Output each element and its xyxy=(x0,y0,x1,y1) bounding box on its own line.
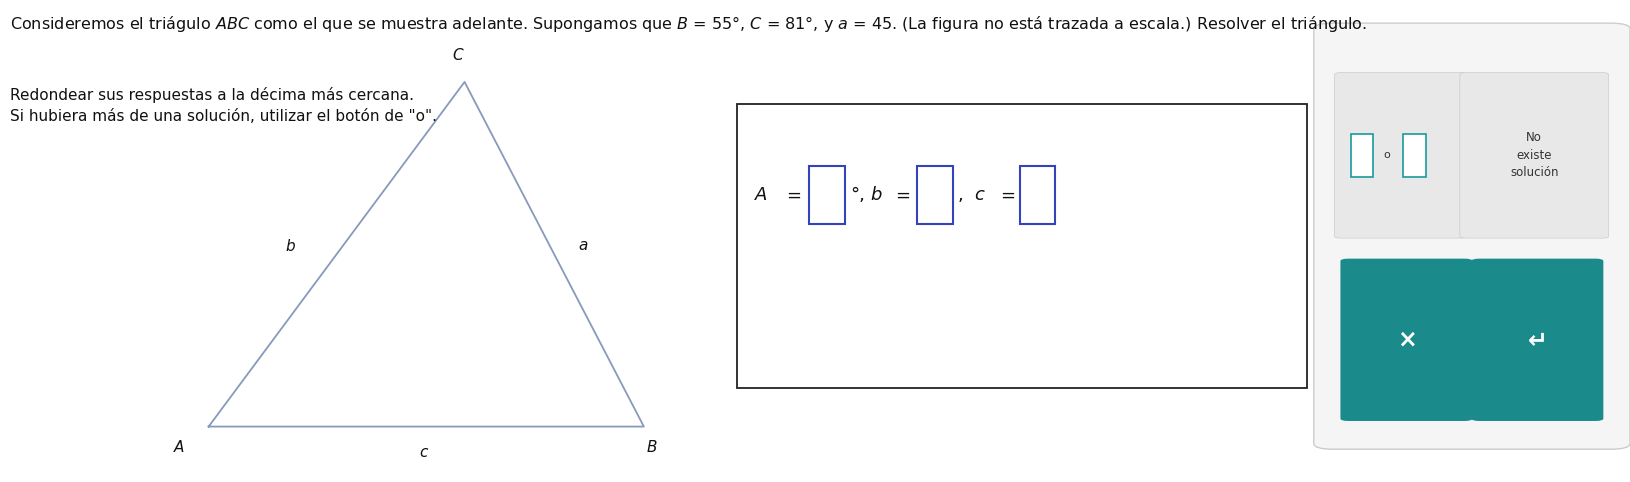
Text: ↵: ↵ xyxy=(1527,328,1547,352)
Text: Consideremos el triágulo $\mathit{ABC}$ como el que se muestra adelante. Suponga: Consideremos el triágulo $\mathit{ABC}$ … xyxy=(10,14,1368,34)
Text: Redondear sus respuestas a la décima más cercana.
Si hubiera más de una solución: Redondear sus respuestas a la décima más… xyxy=(10,87,437,124)
FancyBboxPatch shape xyxy=(810,166,846,224)
Text: o: o xyxy=(1384,150,1390,161)
Text: $=$: $=$ xyxy=(998,186,1015,203)
Text: $A$: $A$ xyxy=(173,439,186,455)
FancyBboxPatch shape xyxy=(1351,134,1374,177)
Text: $c$: $c$ xyxy=(975,186,986,203)
Text: $C$: $C$ xyxy=(452,47,465,63)
Text: $=$: $=$ xyxy=(784,186,802,203)
Text: $b$: $b$ xyxy=(285,238,295,254)
Text: $A$: $A$ xyxy=(753,186,768,203)
FancyBboxPatch shape xyxy=(1472,259,1604,421)
Text: solución: solución xyxy=(1509,166,1558,179)
FancyBboxPatch shape xyxy=(1020,166,1056,224)
Text: $B$: $B$ xyxy=(645,439,659,455)
Text: No: No xyxy=(1526,132,1542,145)
FancyBboxPatch shape xyxy=(1403,134,1426,177)
Text: existe: existe xyxy=(1516,149,1552,162)
Text: °,: °, xyxy=(851,186,866,203)
Text: ×: × xyxy=(1397,328,1416,352)
FancyBboxPatch shape xyxy=(1460,73,1609,238)
Text: $a$: $a$ xyxy=(579,238,588,254)
Text: $=$: $=$ xyxy=(893,186,911,203)
Text: $b$: $b$ xyxy=(870,186,882,203)
FancyBboxPatch shape xyxy=(1335,73,1467,238)
Text: ,: , xyxy=(958,186,963,203)
FancyBboxPatch shape xyxy=(1340,259,1472,421)
FancyBboxPatch shape xyxy=(918,166,954,224)
Text: $c$: $c$ xyxy=(419,444,429,460)
FancyBboxPatch shape xyxy=(1314,23,1630,449)
FancyBboxPatch shape xyxy=(737,104,1307,388)
